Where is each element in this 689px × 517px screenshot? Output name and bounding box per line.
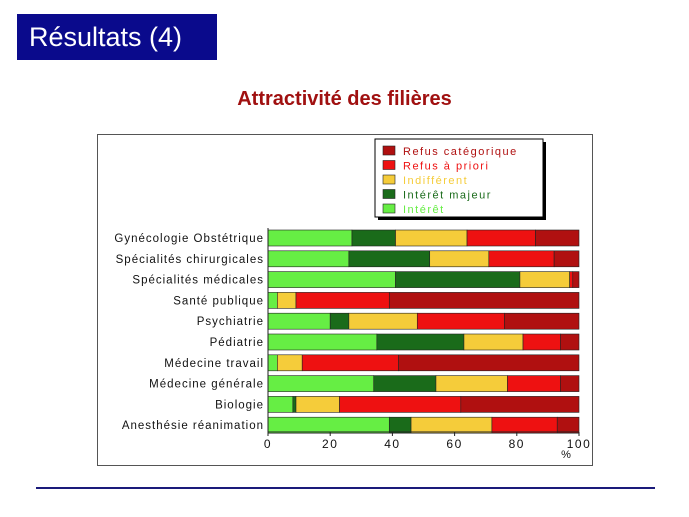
category-label: Pédiatrie (210, 337, 264, 349)
bar-biologie-indifferent (295, 396, 340, 413)
legend-swatch-indifferent (382, 174, 396, 185)
category-label: Médecine travail (164, 358, 264, 370)
bar-specialites-chirurgicales-interet (267, 250, 350, 268)
bar-biologie-interet (267, 396, 294, 413)
bar-specialites-medicales-interet (267, 271, 396, 288)
bar-gynecologie-obstetrique-refus-a-priori (466, 229, 536, 247)
bar-psychiatrie-interet (267, 312, 331, 330)
bar-pediatrie-interet (267, 333, 378, 351)
bar-anesthesie-reanimation-indifferent (410, 416, 493, 434)
bar-medecine-generale-refus-a-priori (507, 375, 561, 392)
bar-biologie-refus-categorique (460, 396, 580, 413)
bar-medecine-generale-indifferent (435, 375, 508, 392)
legend-label-refus-a-priori: Refus à priori (403, 161, 489, 173)
category-label: Psychiatrie (197, 316, 264, 328)
bar-anesthesie-reanimation-interet-majeur (388, 416, 412, 434)
bar-pediatrie-refus-categorique (560, 333, 580, 351)
category-label: Médecine générale (149, 379, 264, 391)
bar-psychiatrie-interet-majeur (329, 312, 350, 330)
bar-medecine-travail-interet (267, 354, 278, 372)
bar-sante-publique-refus-a-priori (295, 292, 390, 309)
bar-gynecologie-obstetrique-refus-categorique (535, 229, 580, 247)
bar-specialites-medicales-refus-categorique (572, 271, 580, 288)
legend-swatch-refus-categorique (382, 145, 396, 156)
x-tick-label: 40 (384, 437, 400, 451)
category-label: Spécialités médicales (132, 275, 264, 287)
bar-specialites-chirurgicales-interet-majeur (348, 250, 431, 268)
bar-gynecologie-obstetrique-interet (267, 229, 353, 247)
bar-medecine-generale-interet (267, 375, 375, 392)
bar-medecine-generale-interet-majeur (373, 375, 437, 392)
bar-pediatrie-refus-a-priori (522, 333, 561, 351)
x-tick-label: 20 (322, 437, 338, 451)
slide-title: Résultats (4) (29, 21, 183, 52)
bar-specialites-medicales-interet-majeur (395, 271, 521, 288)
bar-sante-publique-indifferent (277, 292, 297, 309)
bar-anesthesie-reanimation-refus-categorique (556, 416, 580, 434)
bar-anesthesie-reanimation-interet (267, 416, 390, 434)
bar-specialites-chirurgicales-refus-categorique (553, 250, 580, 268)
bar-specialites-chirurgicales-indifferent (429, 250, 490, 268)
x-axis-label: % (561, 449, 571, 461)
category-label: Gynécologie Obstétrique (114, 233, 264, 245)
chart-panel: Gynécologie Obstétrique Spécialités chiru… (97, 134, 593, 466)
bar-gynecologie-obstetrique-interet-majeur (351, 229, 396, 247)
category-label: Spécialités chirurgicales (116, 254, 264, 266)
bar-psychiatrie-refus-a-priori (416, 312, 505, 330)
bar-biologie-interet-majeur (292, 396, 297, 413)
legend-label-indifferent: Indifférent (403, 175, 468, 187)
bar-specialites-medicales-indifferent (519, 271, 570, 288)
legend-swatch-refus-a-priori (382, 160, 396, 170)
bar-medecine-travail-refus-a-priori (301, 354, 399, 372)
bar-pediatrie-indifferent (463, 333, 524, 351)
legend-box (374, 138, 544, 218)
x-tick-label: 60 (446, 437, 462, 451)
bar-biologie-refus-a-priori (339, 396, 462, 413)
bar-medecine-travail-indifferent (277, 354, 303, 372)
bar-medecine-travail-refus-categorique (398, 354, 580, 372)
legend-label-refus-categorique: Refus catégorique (403, 146, 518, 158)
x-tick-label: 100 (567, 437, 592, 451)
category-label: Anesthésie réanimation (122, 420, 264, 432)
legend-label-interet: Intérêt (403, 204, 445, 216)
slide-title-box: Résultats (4) (17, 14, 217, 60)
bar-gynecologie-obstetrique-indifferent (395, 229, 468, 247)
bar-psychiatrie-refus-categorique (504, 312, 580, 330)
category-label: Santé publique (173, 295, 264, 307)
x-tick-label: 0 (264, 437, 272, 451)
bar-sante-publique-interet (267, 292, 278, 309)
legend-swatch-interet-majeur (382, 189, 396, 199)
bar-sante-publique-refus-categorique (388, 292, 580, 309)
bar-specialites-medicales-refus-a-priori (569, 271, 574, 288)
stacked-bar-chart: Gynécologie Obstétrique Spécialités chiru… (114, 138, 592, 461)
bar-pediatrie-interet-majeur (376, 333, 465, 351)
bar-specialites-chirurgicales-refus-a-priori (488, 250, 555, 268)
bar-medecine-generale-refus-categorique (560, 375, 580, 392)
bottom-divider (36, 487, 655, 489)
category-label: Biologie (215, 399, 264, 411)
legend-swatch-interet (382, 203, 396, 214)
bar-anesthesie-reanimation-refus-a-priori (491, 416, 558, 434)
legend-label-interet-majeur: Intérêt majeur (403, 190, 492, 202)
x-tick-label: 80 (509, 437, 525, 451)
chart-title: Attractivité des filières (237, 88, 452, 110)
bar-psychiatrie-indifferent (348, 312, 418, 330)
